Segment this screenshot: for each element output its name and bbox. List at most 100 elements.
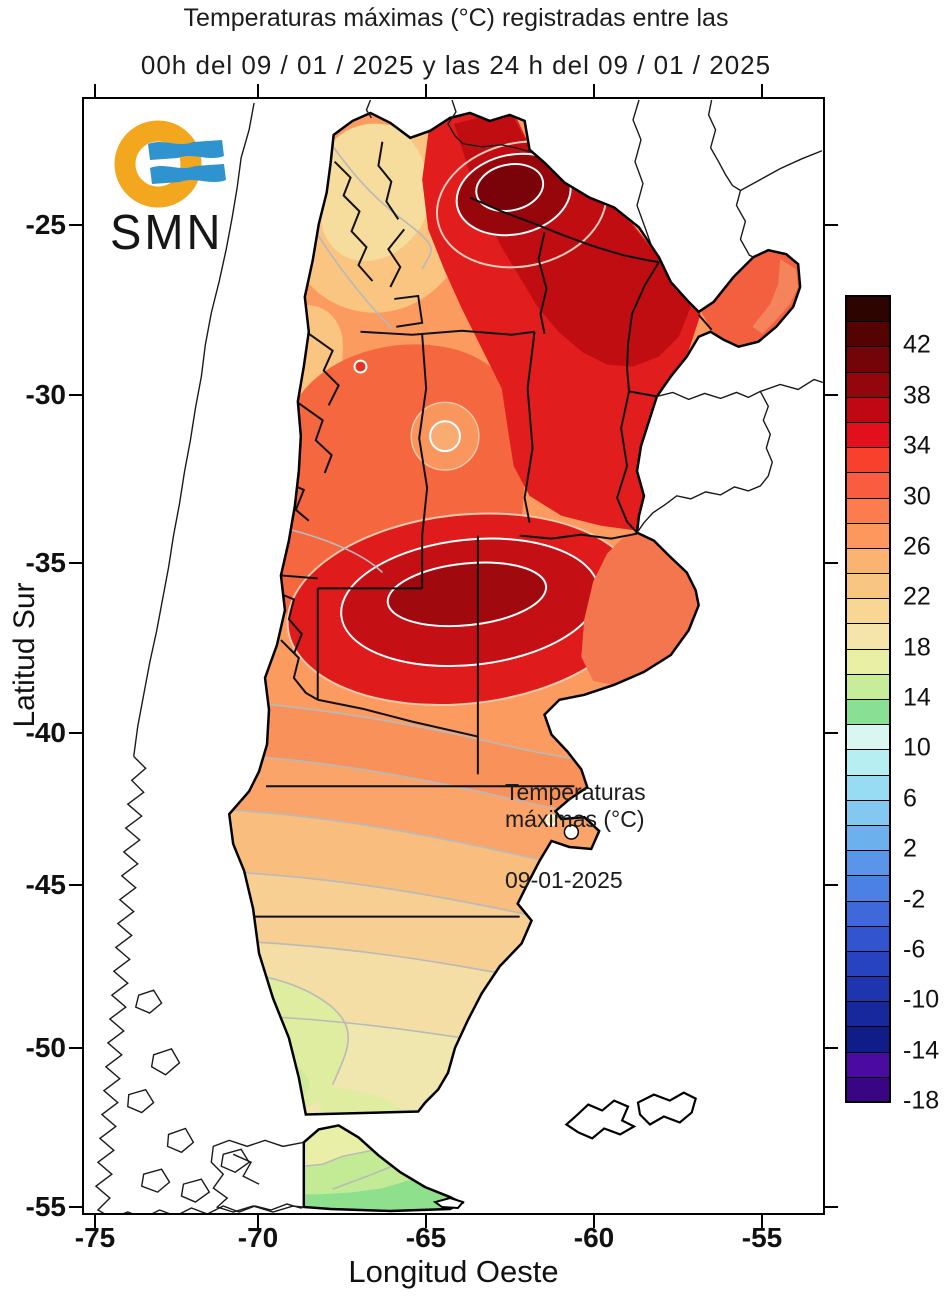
y-tick-label: -40 <box>25 717 66 748</box>
map-title-line1: Temperaturas máximas (°C) registradas en… <box>183 4 729 32</box>
x-axis-title: Longitud Oeste <box>348 1254 559 1289</box>
x-tick-top <box>425 84 427 97</box>
y-tick-right <box>825 1206 838 1208</box>
x-tick-top <box>257 84 259 97</box>
colorbar-label: 2 <box>903 834 917 863</box>
colorbar-segment <box>846 371 890 397</box>
colorbar-segment <box>846 1051 890 1077</box>
colorbar-segment <box>846 321 890 347</box>
colorbar-segment <box>846 497 890 523</box>
colorbar-segment <box>846 346 890 372</box>
x-tick-bottom <box>94 1215 96 1228</box>
x-tick-label: -75 <box>74 1222 116 1253</box>
y-tick-label: -35 <box>25 547 66 578</box>
x-tick-bottom <box>425 1215 427 1228</box>
x-tick-top <box>593 84 595 97</box>
tierra-del-fuego <box>302 1124 465 1213</box>
y-tick-left <box>69 562 82 564</box>
colorbar-segment <box>846 547 890 574</box>
map-annotation-date: 09-01-2025 <box>505 867 623 893</box>
colorbar-segment <box>846 875 890 901</box>
colorbar-segment <box>846 673 890 699</box>
y-tick-label: -55 <box>25 1191 66 1222</box>
golfo-nuevo <box>563 824 580 840</box>
colorbar-segment <box>846 925 890 951</box>
y-tick-left <box>69 884 82 886</box>
colorbar-label: -14 <box>903 1036 940 1065</box>
colorbar-label: 26 <box>903 532 931 561</box>
colorbar-segment <box>846 824 890 851</box>
y-tick-left <box>69 732 82 734</box>
colorbar-segment <box>846 976 890 1002</box>
colorbar-segment <box>846 749 890 775</box>
colorbar-segment <box>846 1076 890 1102</box>
argentina-map-canvas <box>94 99 823 1213</box>
colorbar-segment <box>846 522 890 548</box>
y-tick-label: -30 <box>25 379 66 410</box>
annotation-line1: Temperaturas <box>505 779 646 805</box>
y-tick-right <box>825 884 838 886</box>
colorbar-label: 22 <box>903 582 931 611</box>
x-tick-bottom <box>257 1215 259 1228</box>
colorbar-label: 38 <box>903 381 931 410</box>
y-tick-right <box>825 732 838 734</box>
colorbar-label: 34 <box>903 431 931 460</box>
x-tick-bottom <box>761 1215 763 1228</box>
logo-wave-bottom <box>150 164 226 184</box>
colorbar-label: 6 <box>903 784 917 813</box>
map-annotation: Temperaturas máximas (°C) <box>505 779 646 833</box>
colorbar-segment <box>846 472 890 498</box>
temperature-colorbar <box>845 295 891 1103</box>
x-tick-top <box>94 84 96 97</box>
temperature-field <box>229 112 801 1115</box>
logo-wave-top <box>148 140 224 160</box>
map-title-line2: 00h del 09 / 01 / 2025 y las 24 h del 09… <box>140 50 772 80</box>
colorbar-label: 14 <box>903 683 931 712</box>
colorbar-label: 42 <box>903 330 931 359</box>
x-tick-bottom <box>593 1215 595 1228</box>
isla-de-los-estados <box>432 1197 465 1210</box>
colorbar-segment <box>846 623 890 649</box>
colorbar-segment <box>846 724 890 750</box>
colorbar-segment <box>846 598 890 624</box>
colorbar-segment <box>846 799 890 825</box>
colorbar-segment <box>846 447 890 473</box>
colorbar-segment <box>846 296 890 322</box>
smn-logo-icon <box>114 120 226 208</box>
x-tick-label: -70 <box>237 1222 279 1253</box>
y-tick-right <box>825 224 838 226</box>
colorbar-segment <box>846 573 890 599</box>
x-tick-top <box>761 84 763 97</box>
colorbar-segment <box>846 1026 890 1052</box>
y-tick-right <box>825 1047 838 1049</box>
y-tick-left <box>69 224 82 226</box>
colorbar-label: -18 <box>903 1086 940 1115</box>
colorbar-segment <box>846 421 890 448</box>
colorbar-segment <box>846 774 890 800</box>
colorbar-segment <box>846 1001 890 1027</box>
colorbar-label: -2 <box>903 885 926 913</box>
y-tick-right <box>825 394 838 396</box>
y-tick-left <box>69 394 82 396</box>
neighbor-borders <box>365 99 823 534</box>
colorbar-segment <box>846 900 890 926</box>
colorbar-segment <box>846 950 890 977</box>
map-plot-frame <box>82 97 825 1215</box>
y-tick-label: -45 <box>25 869 66 900</box>
colorbar-label: 18 <box>903 633 931 662</box>
chile-coastline <box>94 102 305 1213</box>
argentina-outline <box>227 111 802 1116</box>
colorbar-label: 10 <box>903 733 931 762</box>
x-tick-label: -55 <box>741 1222 783 1253</box>
falkland-islands <box>564 1091 697 1140</box>
colorbar-segment <box>846 699 890 725</box>
province-borders <box>231 141 713 918</box>
x-tick-label: -65 <box>405 1222 447 1253</box>
colorbar-label: 30 <box>903 482 931 510</box>
colorbar-label: -6 <box>903 935 926 964</box>
y-tick-left <box>69 1206 82 1208</box>
smn-logo: SMN <box>108 118 258 260</box>
y-tick-left <box>69 1047 82 1049</box>
smn-logo-text: SMN <box>110 203 224 260</box>
y-tick-label: -25 <box>25 209 66 240</box>
